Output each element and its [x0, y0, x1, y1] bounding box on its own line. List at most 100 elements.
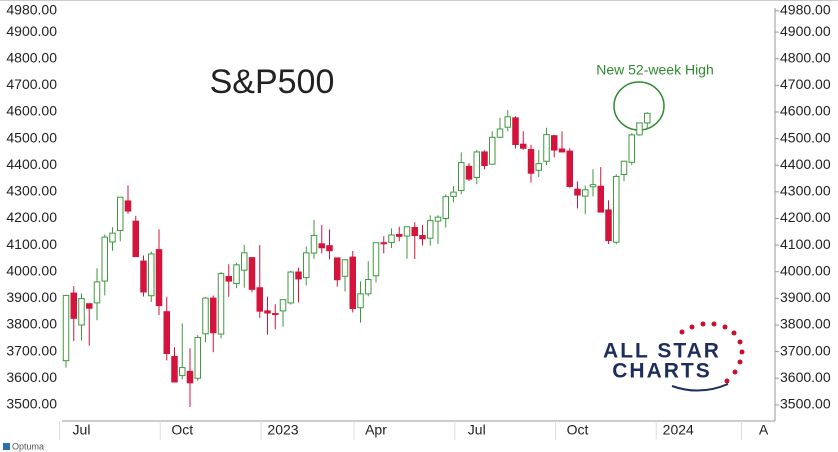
candle-body [434, 216, 442, 222]
candle-body [93, 281, 101, 304]
y2-tick-label: 4900.00 [780, 23, 831, 39]
candle-body [574, 188, 581, 196]
y2-tick-label: 3900.00 [780, 289, 831, 305]
candle-body [589, 184, 597, 188]
candle-body [372, 242, 380, 277]
candle-body [504, 116, 511, 128]
candle-body [241, 252, 248, 271]
candle-body [582, 189, 589, 197]
y-tick-label: 4000.00 [6, 262, 57, 278]
candle-body [272, 313, 279, 316]
candle-body [597, 185, 604, 213]
candle-body [225, 276, 232, 282]
x-tick-label: 2023 [267, 422, 298, 438]
candle-body [86, 303, 93, 309]
y-tick-label: 4400.00 [6, 156, 57, 172]
logo-line2: CHARTS [612, 360, 712, 383]
y-tick-label: 4200.00 [6, 209, 57, 225]
candle-body [512, 117, 519, 145]
candle-body [357, 293, 364, 309]
candle-body [636, 122, 643, 136]
y2-tick-label: 3600.00 [780, 369, 831, 385]
y2-tick-label: 4100.00 [780, 236, 831, 252]
candle-body [101, 236, 108, 282]
y-tick-label: 4500.00 [6, 129, 57, 145]
candle-body [520, 143, 527, 149]
candle-body [427, 220, 434, 239]
y-tick-label: 4980.00 [6, 2, 57, 18]
candle-body [450, 191, 457, 197]
candle-body [558, 148, 566, 153]
candle-body [310, 235, 318, 254]
candle-body [481, 151, 488, 167]
candle-body [124, 200, 132, 212]
x-tick-label: Jul [73, 422, 91, 438]
y-tick-label: 4700.00 [6, 76, 57, 92]
x-tick-label: Oct [171, 422, 193, 438]
logo-stars [679, 321, 745, 384]
y-tick-label: 4100.00 [6, 236, 57, 252]
y-tick-label: 3700.00 [6, 342, 57, 358]
y2-tick-label: 3500.00 [780, 396, 831, 412]
y-tick-label: 4800.00 [6, 49, 57, 65]
candle-body [334, 257, 341, 281]
candle-body [194, 337, 201, 379]
candle-body [148, 253, 155, 297]
candle-body [210, 297, 217, 334]
candle-body [202, 297, 209, 335]
candle-body [186, 370, 194, 384]
y-tick-label: 3600.00 [6, 369, 57, 385]
candle-body [117, 196, 124, 231]
x-tick-label: Oct [567, 422, 589, 438]
candle-body [303, 252, 310, 279]
candle-body [458, 162, 465, 192]
candle-body [543, 134, 550, 162]
x-tick-label: Jul [468, 422, 486, 438]
footer-bar [0, 440, 838, 452]
candle-body [217, 273, 225, 335]
y2-tick-label: 4000.00 [780, 262, 831, 278]
y2-tick-label: 4700.00 [780, 76, 831, 92]
candle-body [349, 256, 356, 309]
y2-tick-label: 4600.00 [780, 103, 831, 119]
y2-tick-label: 4980.00 [780, 2, 831, 18]
chart-title: S&P500 [210, 63, 335, 101]
candle-body [132, 220, 139, 258]
candle-body [171, 355, 178, 383]
candle-body [109, 232, 116, 243]
candle-body [326, 245, 333, 252]
y-tick-label: 4600.00 [6, 103, 57, 119]
candle-body [411, 227, 418, 237]
y2-tick-label: 3800.00 [780, 316, 831, 332]
candle-body [256, 287, 263, 312]
y-tick-label: 3800.00 [6, 316, 57, 332]
candle-body [496, 128, 504, 138]
candle-body [396, 233, 403, 237]
candle-body [566, 150, 573, 188]
annotation: New 52-week High [596, 62, 714, 78]
candle-body [419, 235, 426, 240]
candles [62, 110, 651, 408]
candle-body [442, 196, 449, 219]
candle-body [535, 163, 542, 171]
candle-body [248, 257, 256, 290]
y2-tick-label: 3700.00 [780, 342, 831, 358]
candle-body [628, 134, 635, 163]
candle-body [551, 135, 558, 151]
candle-body [155, 249, 163, 307]
logo-line1: ALL STAR [603, 340, 721, 363]
footer-icon [3, 443, 10, 450]
candle-body [62, 294, 70, 362]
y2-tick-label: 4400.00 [780, 156, 831, 172]
candle-body [489, 136, 496, 165]
candle-body [613, 175, 620, 243]
candle-body [365, 278, 372, 295]
candle-body [473, 151, 480, 178]
footer-text: Optuma [12, 441, 44, 451]
candle-body [264, 310, 271, 314]
x-tick-label: A [759, 422, 769, 438]
candle-body [233, 264, 240, 284]
y2-tick-label: 4200.00 [780, 209, 831, 225]
